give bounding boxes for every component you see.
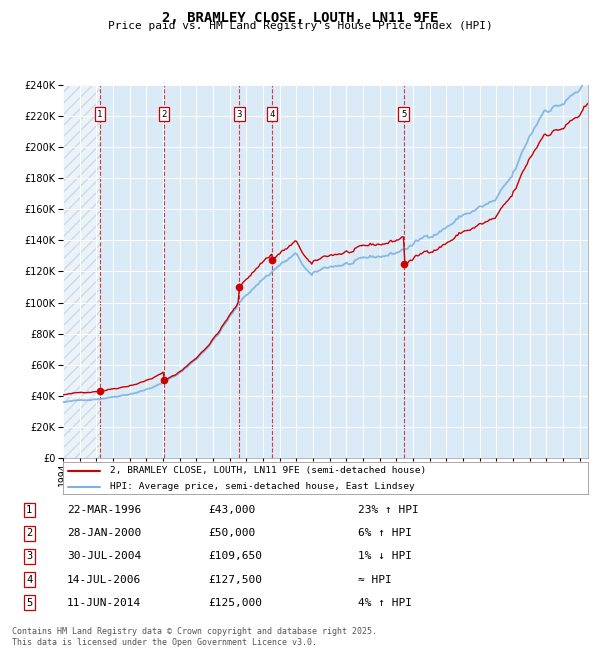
Text: Price paid vs. HM Land Registry's House Price Index (HPI): Price paid vs. HM Land Registry's House … xyxy=(107,21,493,31)
Text: 2: 2 xyxy=(26,528,32,538)
Bar xyxy=(63,84,100,458)
Text: 6% ↑ HPI: 6% ↑ HPI xyxy=(358,528,412,538)
Text: 4: 4 xyxy=(269,110,275,119)
Text: 3: 3 xyxy=(236,110,242,119)
Text: 14-JUL-2006: 14-JUL-2006 xyxy=(67,575,141,584)
Text: £125,000: £125,000 xyxy=(208,598,262,608)
Text: £50,000: £50,000 xyxy=(208,528,255,538)
Text: 28-JAN-2000: 28-JAN-2000 xyxy=(67,528,141,538)
Text: 2, BRAMLEY CLOSE, LOUTH, LN11 9FE (semi-detached house): 2, BRAMLEY CLOSE, LOUTH, LN11 9FE (semi-… xyxy=(110,466,427,475)
Text: Contains HM Land Registry data © Crown copyright and database right 2025.
This d: Contains HM Land Registry data © Crown c… xyxy=(12,627,377,647)
Text: £109,650: £109,650 xyxy=(208,551,262,562)
Text: 2: 2 xyxy=(161,110,167,119)
Text: 22-MAR-1996: 22-MAR-1996 xyxy=(67,505,141,515)
Text: 1% ↓ HPI: 1% ↓ HPI xyxy=(358,551,412,562)
Text: 5: 5 xyxy=(26,598,32,608)
Text: 11-JUN-2014: 11-JUN-2014 xyxy=(67,598,141,608)
Text: ≈ HPI: ≈ HPI xyxy=(358,575,391,584)
Text: £127,500: £127,500 xyxy=(208,575,262,584)
Text: 30-JUL-2004: 30-JUL-2004 xyxy=(67,551,141,562)
Text: 1: 1 xyxy=(97,110,103,119)
Text: 4: 4 xyxy=(26,575,32,584)
Text: 23% ↑ HPI: 23% ↑ HPI xyxy=(358,505,418,515)
Text: 3: 3 xyxy=(26,551,32,562)
Text: 1: 1 xyxy=(26,505,32,515)
Text: 2, BRAMLEY CLOSE, LOUTH, LN11 9FE: 2, BRAMLEY CLOSE, LOUTH, LN11 9FE xyxy=(162,11,438,25)
Text: HPI: Average price, semi-detached house, East Lindsey: HPI: Average price, semi-detached house,… xyxy=(110,482,415,491)
Text: 5: 5 xyxy=(401,110,406,119)
Text: 4% ↑ HPI: 4% ↑ HPI xyxy=(358,598,412,608)
Text: £43,000: £43,000 xyxy=(208,505,255,515)
